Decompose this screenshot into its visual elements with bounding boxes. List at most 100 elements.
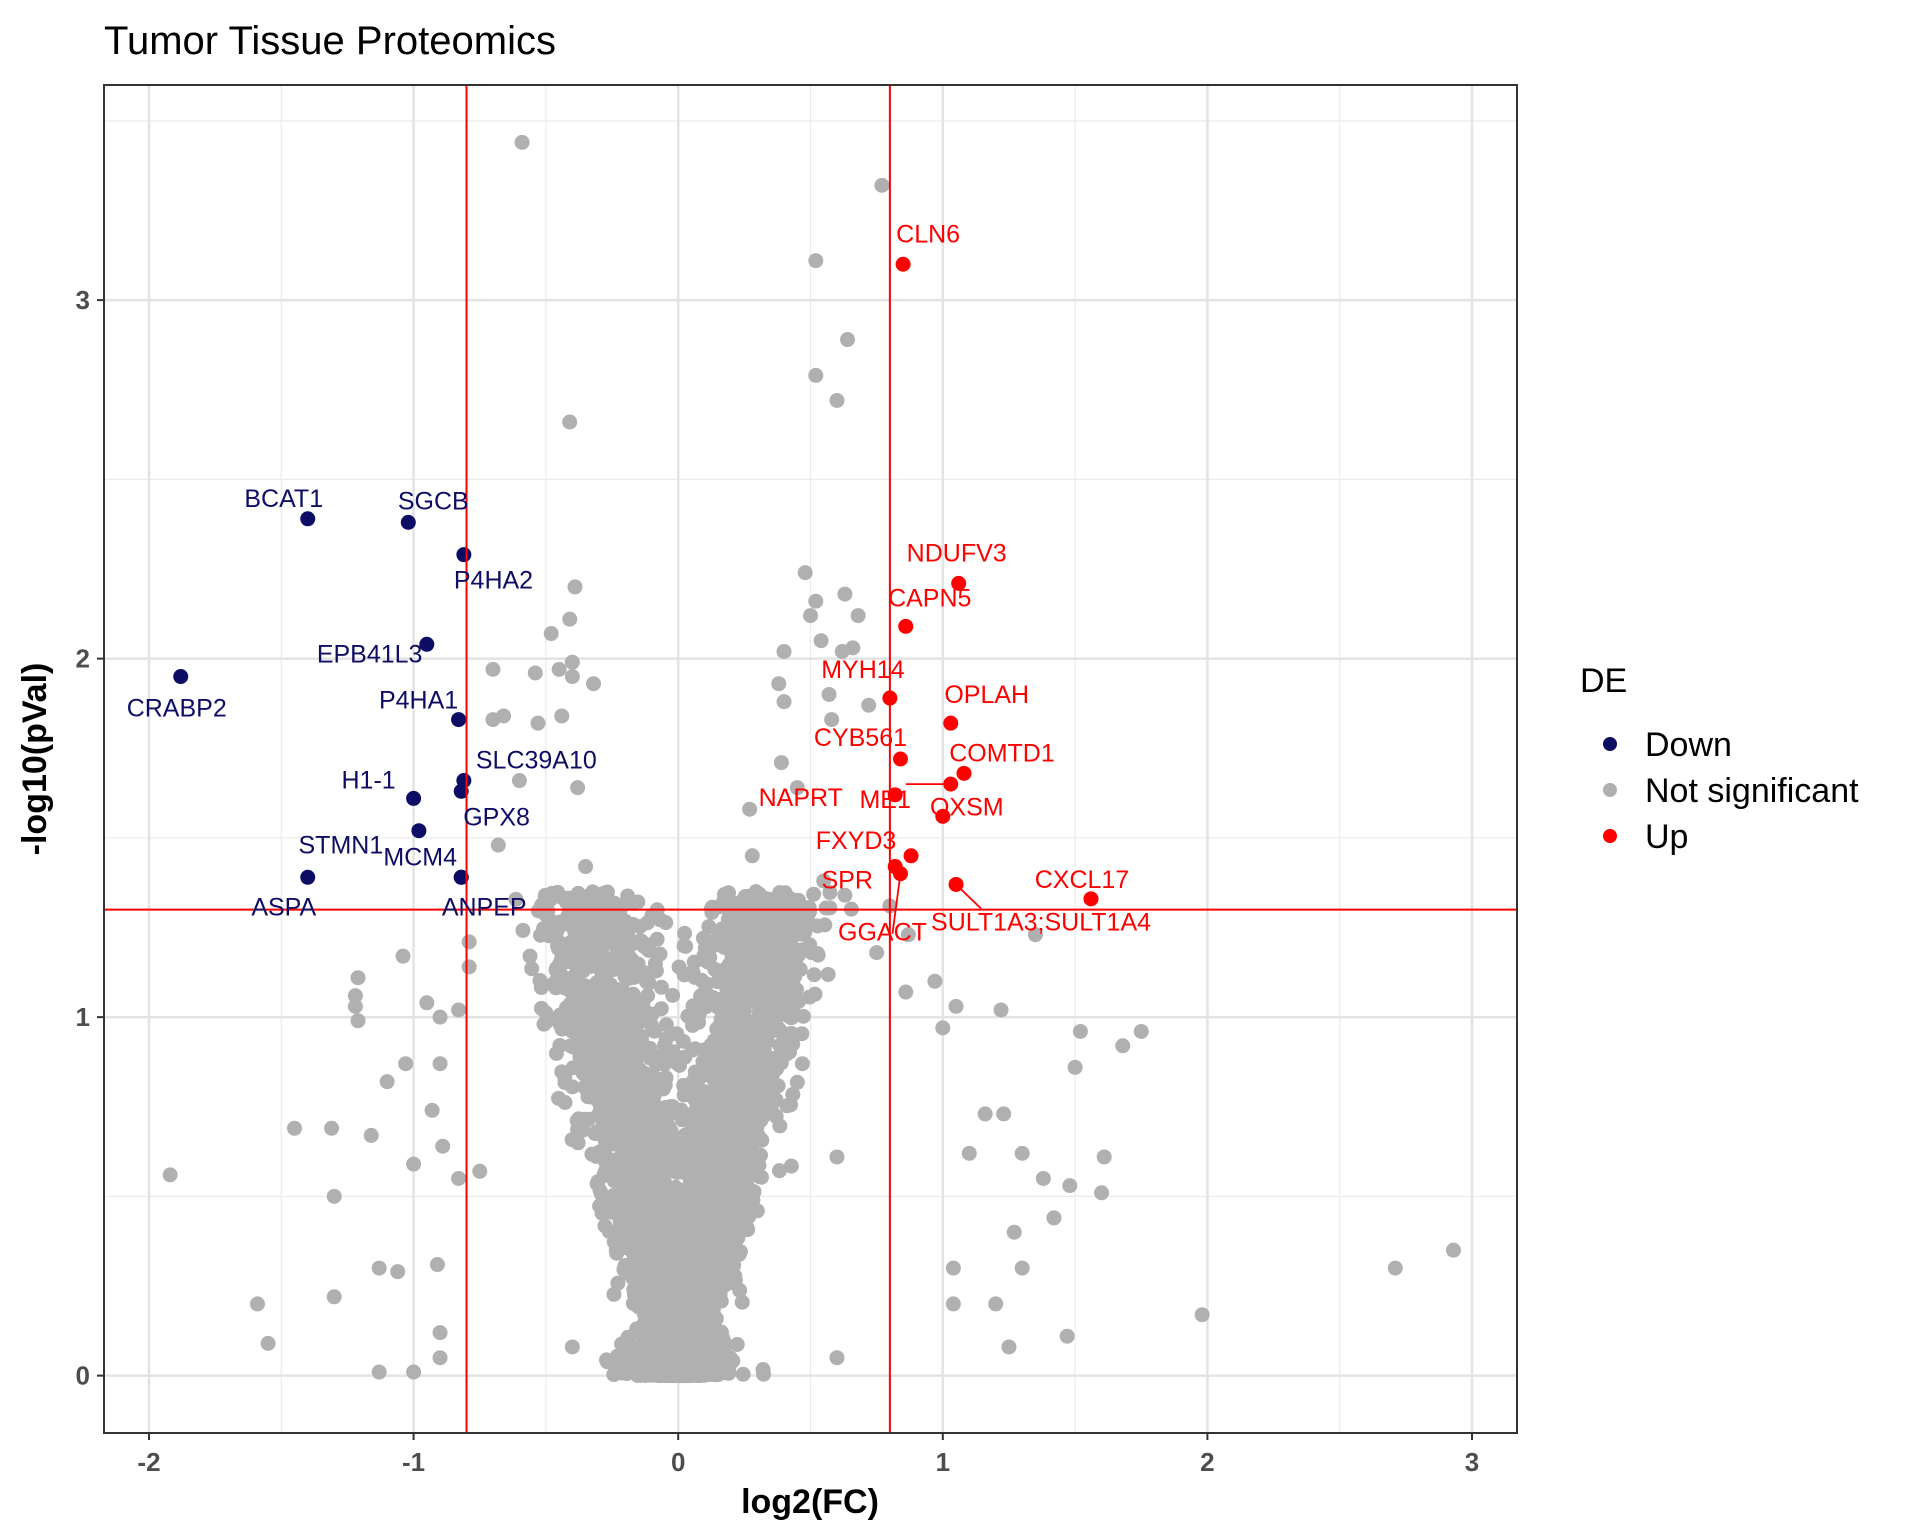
point-not-significant xyxy=(567,579,583,595)
point-not-significant xyxy=(684,1225,700,1241)
point-not-significant xyxy=(623,1229,639,1245)
point-not-significant xyxy=(570,780,586,796)
point-not-significant xyxy=(461,934,477,950)
point-not-significant xyxy=(808,253,824,269)
point-not-significant xyxy=(779,992,795,1008)
point-not-significant xyxy=(667,1327,683,1343)
point-not-significant xyxy=(672,1307,688,1323)
point-not-significant xyxy=(675,1276,691,1292)
point-not-significant xyxy=(695,1190,711,1206)
point-not-significant xyxy=(524,961,540,977)
point-not-significant xyxy=(621,933,637,949)
point-not-significant xyxy=(551,661,567,677)
point-not-significant xyxy=(671,959,687,975)
point-not-significant xyxy=(432,1056,448,1072)
point-not-significant xyxy=(691,1173,707,1189)
point-not-significant xyxy=(713,1187,729,1203)
point-not-significant xyxy=(711,1216,727,1232)
point-not-significant xyxy=(722,904,738,920)
point-not-significant xyxy=(395,948,411,964)
point-not-significant xyxy=(661,1119,677,1135)
point-not-significant xyxy=(614,1154,630,1170)
point-not-significant xyxy=(874,177,890,193)
point-not-significant xyxy=(586,1035,602,1051)
point-not-significant xyxy=(604,1004,620,1020)
point-not-significant xyxy=(614,1239,630,1255)
point-not-significant xyxy=(789,780,805,796)
point-not-significant xyxy=(622,1141,638,1157)
point-not-significant xyxy=(783,965,799,981)
point-not-significant xyxy=(791,924,807,940)
point-not-significant xyxy=(808,367,824,383)
point-not-significant xyxy=(741,918,757,934)
point-not-significant xyxy=(599,1354,615,1370)
point-not-significant xyxy=(785,1086,801,1102)
point-not-significant xyxy=(653,1283,669,1299)
point-not-significant xyxy=(619,1337,635,1353)
point-not-significant xyxy=(530,715,546,731)
point-not-significant xyxy=(803,608,818,624)
point-not-significant xyxy=(789,1074,805,1090)
point-not-significant xyxy=(424,1102,440,1118)
point-not-significant xyxy=(562,611,578,627)
point-not-significant xyxy=(685,1017,701,1033)
point-not-significant xyxy=(566,940,582,956)
point-not-significant xyxy=(734,1294,750,1310)
point-not-significant xyxy=(633,1213,649,1229)
point-not-significant xyxy=(647,1076,663,1092)
point-not-significant xyxy=(647,1294,663,1310)
point-not-significant xyxy=(615,1362,631,1378)
point-not-significant xyxy=(763,936,779,952)
point-not-significant xyxy=(608,987,624,1003)
point-not-significant xyxy=(398,1056,414,1072)
point-not-significant xyxy=(645,1243,661,1259)
point-not-significant xyxy=(651,1183,667,1199)
point-not-significant xyxy=(508,891,524,907)
point-not-significant xyxy=(728,1134,744,1150)
point-not-significant xyxy=(821,686,837,702)
point-not-significant xyxy=(714,921,730,937)
point-not-significant xyxy=(695,1128,711,1144)
point-not-significant xyxy=(643,1361,659,1377)
point-not-significant xyxy=(662,1107,678,1123)
point-not-significant xyxy=(699,1308,715,1324)
point-not-significant xyxy=(691,1006,707,1022)
point-not-significant xyxy=(1115,1038,1131,1054)
point-not-significant xyxy=(698,976,714,992)
point-not-significant xyxy=(628,1162,644,1178)
point-not-significant xyxy=(686,1154,702,1170)
point-not-significant xyxy=(733,941,749,957)
point-not-significant xyxy=(728,1118,744,1134)
point-not-significant xyxy=(694,1243,710,1259)
point-not-significant xyxy=(347,988,363,1004)
point-not-significant xyxy=(537,887,553,903)
point-not-significant xyxy=(722,931,738,947)
point-not-significant xyxy=(776,694,792,710)
point-not-significant xyxy=(748,1114,764,1130)
point-not-significant xyxy=(802,989,818,1005)
point-not-significant xyxy=(564,1079,580,1095)
point-not-significant xyxy=(733,1002,749,1018)
point-not-significant xyxy=(762,985,778,1001)
point-not-significant xyxy=(581,1066,597,1082)
point-not-significant xyxy=(532,972,548,988)
point-not-significant xyxy=(743,954,759,970)
point-not-significant xyxy=(757,947,773,963)
point-not-significant xyxy=(993,1002,1009,1018)
point-not-significant xyxy=(784,952,800,968)
point-not-significant xyxy=(324,1120,340,1136)
point-not-significant xyxy=(744,848,760,864)
point-not-significant xyxy=(659,1140,675,1156)
point-not-significant xyxy=(684,1117,700,1133)
point-not-significant xyxy=(676,938,692,954)
point-not-significant xyxy=(485,661,501,677)
point-not-significant xyxy=(869,945,885,961)
point-not-significant xyxy=(564,669,580,685)
point-not-significant xyxy=(692,1336,708,1352)
point-not-significant xyxy=(551,1012,567,1028)
point-not-significant xyxy=(594,944,610,960)
point-not-significant xyxy=(597,1218,613,1234)
point-not-significant xyxy=(570,1000,586,1016)
point-not-significant xyxy=(550,933,566,949)
point-not-significant xyxy=(797,565,813,581)
